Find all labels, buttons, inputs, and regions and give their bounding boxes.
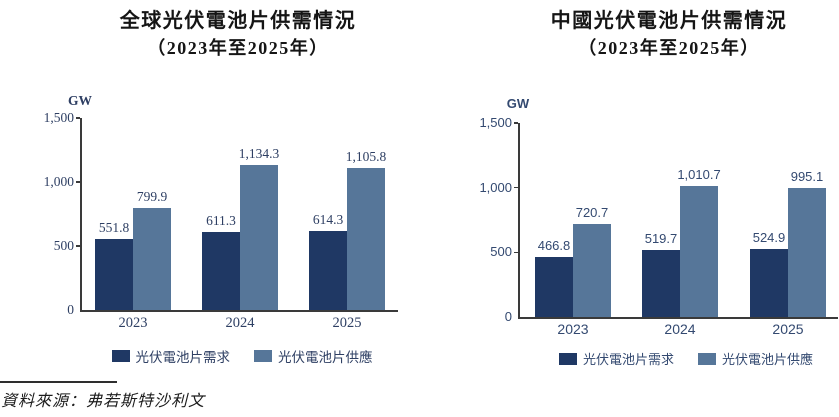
bar-value-label: 995.1 — [790, 169, 824, 184]
x-axis-category-label: 2024 — [664, 321, 696, 337]
chart-title: 中國光伏電池片供需情況 — [550, 10, 788, 32]
bar-demand-2025 — [309, 231, 347, 310]
bar-supply-2024 — [240, 165, 278, 310]
y-axis-tick-label: 500 — [490, 244, 512, 260]
chart-title: 全球光伏電池片供需情況 — [119, 10, 357, 32]
y-axis-tick — [514, 122, 518, 124]
legend-label: 光伏電池片供應 — [722, 352, 814, 367]
source-divider-line — [0, 381, 117, 383]
y-axis-tick — [76, 181, 80, 183]
bar-value-label: 720.7 — [575, 205, 609, 220]
legend-item-demand: 光伏電池片需求 — [558, 349, 674, 368]
legend-swatch-icon — [111, 350, 130, 362]
source-note: 資料來源：弗若斯特沙利文 — [1, 393, 206, 410]
y-axis-tick-label: 0 — [504, 309, 512, 324]
bar-value-label: 799.9 — [136, 189, 168, 204]
legend-swatch-icon — [254, 350, 272, 362]
chart-legend: 光伏電池片需求 光伏電池片供應 — [466, 349, 839, 368]
legend-item-supply: 光伏電池片供應 — [698, 349, 813, 368]
bar-value-label: 524.9 — [752, 230, 786, 245]
legend-label: 光伏電池片需求 — [582, 352, 674, 367]
legend-item-supply: 光伏電池片供應 — [254, 346, 373, 366]
bar-value-label: 614.3 — [312, 212, 344, 227]
y-axis-tick — [514, 186, 518, 189]
y-axis-tick — [514, 251, 518, 254]
bar-value-label: 1,010.7 — [677, 167, 721, 182]
bar-demand-2024 — [202, 232, 240, 310]
x-axis-line — [80, 310, 398, 312]
bar-supply-2025 — [347, 168, 385, 310]
bar-supply-2023 — [133, 208, 171, 310]
y-axis-tick — [76, 245, 80, 247]
x-axis-category-label: 2023 — [557, 321, 589, 337]
legend-label: 光伏電池片供應 — [278, 350, 373, 365]
legend-swatch-icon — [558, 352, 577, 365]
bar-supply-2024 — [680, 186, 718, 317]
y-axis-line — [518, 123, 520, 317]
y-axis-tick-label: 0 — [67, 302, 74, 317]
y-axis-tick-label: 1,000 — [43, 174, 74, 189]
y-axis-line — [80, 118, 82, 310]
bar-value-label: 519.7 — [644, 231, 678, 246]
x-axis-category-label: 2025 — [332, 315, 362, 331]
legend-swatch-icon — [698, 352, 716, 365]
x-axis-category-label: 2023 — [118, 315, 148, 331]
bar-demand-2023 — [535, 257, 573, 317]
bar-demand-2025 — [750, 249, 788, 317]
chart-subtitle: （2023年至2025年） — [578, 38, 760, 58]
bar-supply-2023 — [573, 224, 611, 317]
y-axis-unit-label: GW — [506, 96, 530, 111]
legend-item-demand: 光伏電池片需求 — [111, 346, 231, 366]
bar-value-label: 551.8 — [98, 220, 130, 235]
bar-value-label: 611.3 — [206, 213, 236, 228]
chart-legend: 光伏電池片需求 光伏電池片供應 — [22, 346, 462, 366]
bar-value-label: 1,134.3 — [238, 146, 280, 161]
y-axis-tick — [76, 117, 80, 119]
y-axis-unit-label: GW — [67, 93, 92, 108]
x-axis-category-label: 2024 — [225, 315, 255, 331]
y-axis-tick-label: 1,500 — [479, 115, 512, 130]
bar-supply-2025 — [788, 188, 826, 317]
y-axis-tick-label: 500 — [53, 238, 74, 253]
bar-value-label: 466.8 — [537, 238, 571, 253]
legend-label: 光伏電池片需求 — [135, 350, 231, 365]
bar-demand-2023 — [95, 239, 133, 310]
bar-demand-2024 — [642, 250, 680, 317]
chart-subtitle: （2023年至2025年） — [147, 38, 329, 58]
y-axis-tick-label: 1,000 — [479, 179, 512, 195]
x-axis-category-label: 2025 — [772, 321, 804, 337]
bar-value-label: 1,105.8 — [345, 149, 387, 164]
x-axis-line — [518, 317, 838, 319]
y-axis-tick-label: 1,500 — [43, 110, 74, 125]
